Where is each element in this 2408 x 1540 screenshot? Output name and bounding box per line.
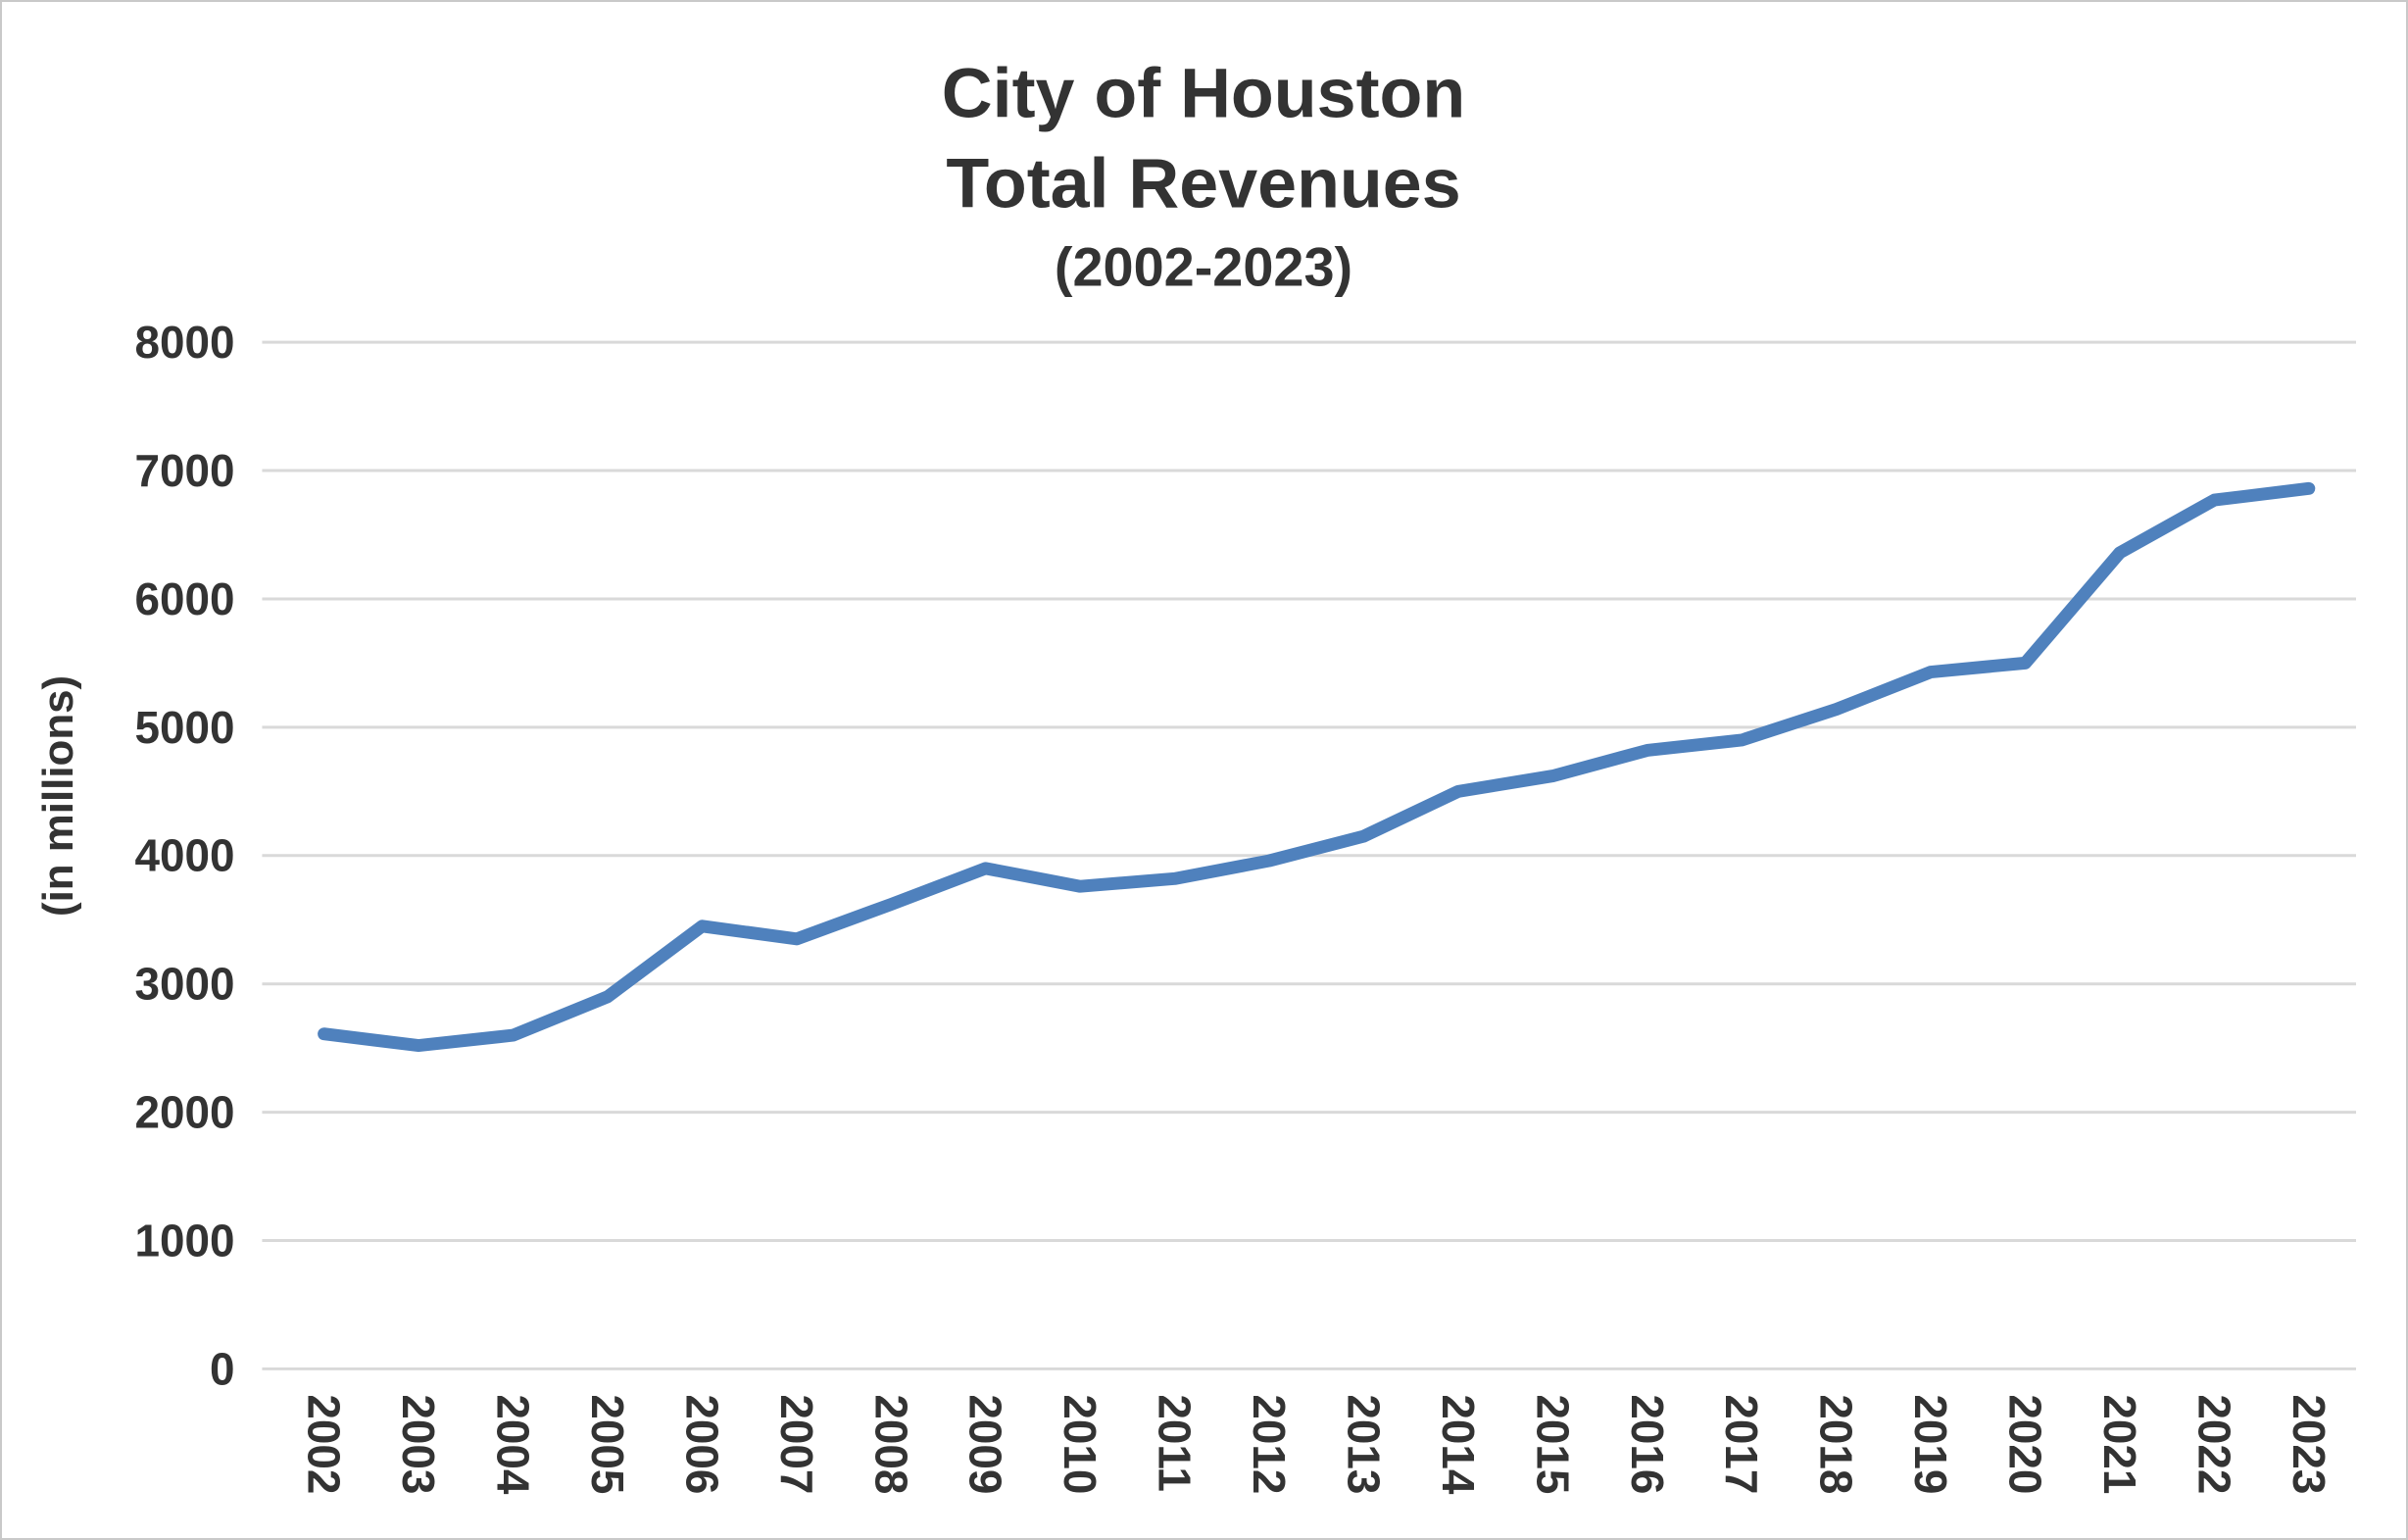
chart-title-line3: (2002-2023) [1055,235,1352,297]
x-tick-label: 2012 [1244,1394,1295,1494]
y-tick-label: 0 [210,1343,235,1394]
revenue-series-line [318,481,2316,1053]
y-tick-label: 7000 [134,445,234,496]
x-tick-label: 2013 [1338,1394,1389,1494]
y-tick-label: 8000 [134,317,234,368]
x-tick-label: 2010 [1055,1394,1106,1494]
x-tick-label: 2021 [2094,1394,2145,1494]
chart-title-line1: City of Houston [942,55,1465,133]
y-tick-label: 4000 [134,830,234,881]
x-tick-label: 2020 [2000,1394,2051,1494]
x-tick-label: 2009 [960,1394,1011,1494]
y-tick-label: 3000 [134,959,234,1010]
x-tick-label: 2016 [1622,1394,1673,1494]
y-tick-label: 5000 [134,702,234,753]
x-tick-label: 2011 [1150,1394,1201,1492]
y-axis-tick-labels: 0 1000 2000 3000 4000 5000 6000 7000 8000 [134,317,234,1394]
y-axis-title: (in millions) [34,675,82,917]
x-tick-label: 2003 [393,1394,444,1494]
x-tick-label: 2019 [1905,1394,1956,1494]
x-tick-label: 2002 [299,1394,350,1494]
x-tick-label: 2004 [488,1394,539,1495]
x-tick-label: 2005 [582,1394,633,1494]
x-tick-label: 2008 [865,1394,916,1494]
y-tick-label: 6000 [134,573,234,624]
x-tick-label: 2018 [1811,1394,1862,1494]
y-tick-label: 2000 [134,1087,234,1138]
x-tick-label: 2007 [771,1394,822,1494]
chart-title-line2: Total Revenues [946,144,1460,223]
x-tick-label: 2023 [2284,1394,2334,1494]
x-axis-tick-labels: 2002 2003 2004 2005 2006 2007 2008 2009 2010 2011… [299,1394,2334,1495]
x-tick-label: 2006 [676,1394,727,1494]
x-tick-label: 2017 [1716,1394,1767,1494]
x-tick-label: 2022 [2188,1394,2239,1494]
x-tick-label: 2014 [1433,1394,1484,1495]
x-tick-label: 2015 [1527,1394,1578,1494]
y-tick-label: 1000 [134,1215,234,1266]
